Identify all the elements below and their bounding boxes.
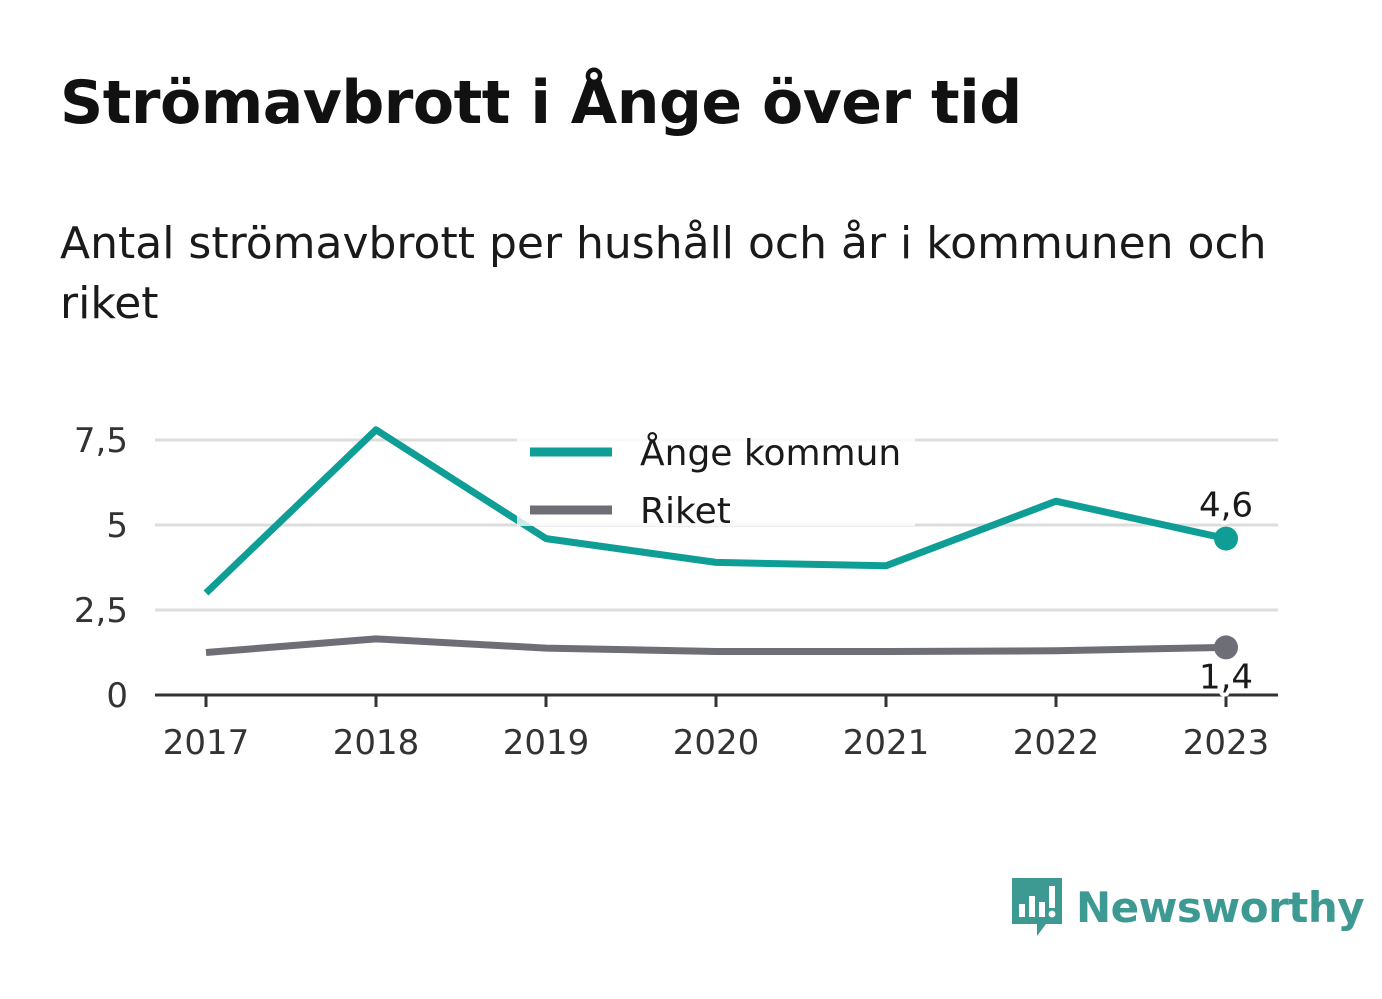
y-axis-ticks: 0 2,5 5 7,5: [74, 421, 128, 716]
brand-name: Newsworthy: [1076, 882, 1365, 932]
x-tick-label: 2021: [843, 723, 930, 763]
legend: Ånge kommun Riket: [517, 426, 915, 532]
x-tick-label: 2017: [163, 723, 250, 763]
x-tick-label: 2020: [673, 723, 760, 763]
series-line: [205, 635, 1227, 656]
x-axis: 2017 2018 2019 2020 2021 2022 2023: [155, 693, 1278, 763]
series-line: [203, 426, 1227, 596]
series-end-point: [1214, 526, 1238, 551]
legend-label: Riket: [640, 491, 731, 532]
y-tick-label: 5: [106, 506, 128, 546]
bar-chart-speech-bubble-icon: [1012, 878, 1062, 936]
x-tick-label: 2018: [333, 723, 420, 763]
series-end-point: [1214, 635, 1238, 660]
y-tick-label: 2,5: [74, 591, 128, 631]
series-lines: [203, 426, 1238, 660]
chart-title: Strömavbrott i Ånge över tid: [60, 68, 1022, 138]
chart-subtitle: Antal strömavbrott per hushåll och år i …: [60, 218, 1267, 329]
data-label: 4,6: [1199, 486, 1253, 526]
legend-label: Ånge kommun: [640, 431, 901, 474]
y-tick-label: 7,5: [74, 421, 128, 461]
x-tick-label: 2023: [1183, 723, 1270, 763]
x-tick-label: 2019: [503, 723, 590, 763]
brand-logo: Newsworthy: [1010, 876, 1365, 938]
y-tick-label: 0: [106, 676, 128, 716]
data-labels: 4,6 1,4: [1195, 482, 1257, 702]
data-label: 1,4: [1199, 657, 1253, 697]
x-tick-label: 2022: [1013, 723, 1100, 763]
